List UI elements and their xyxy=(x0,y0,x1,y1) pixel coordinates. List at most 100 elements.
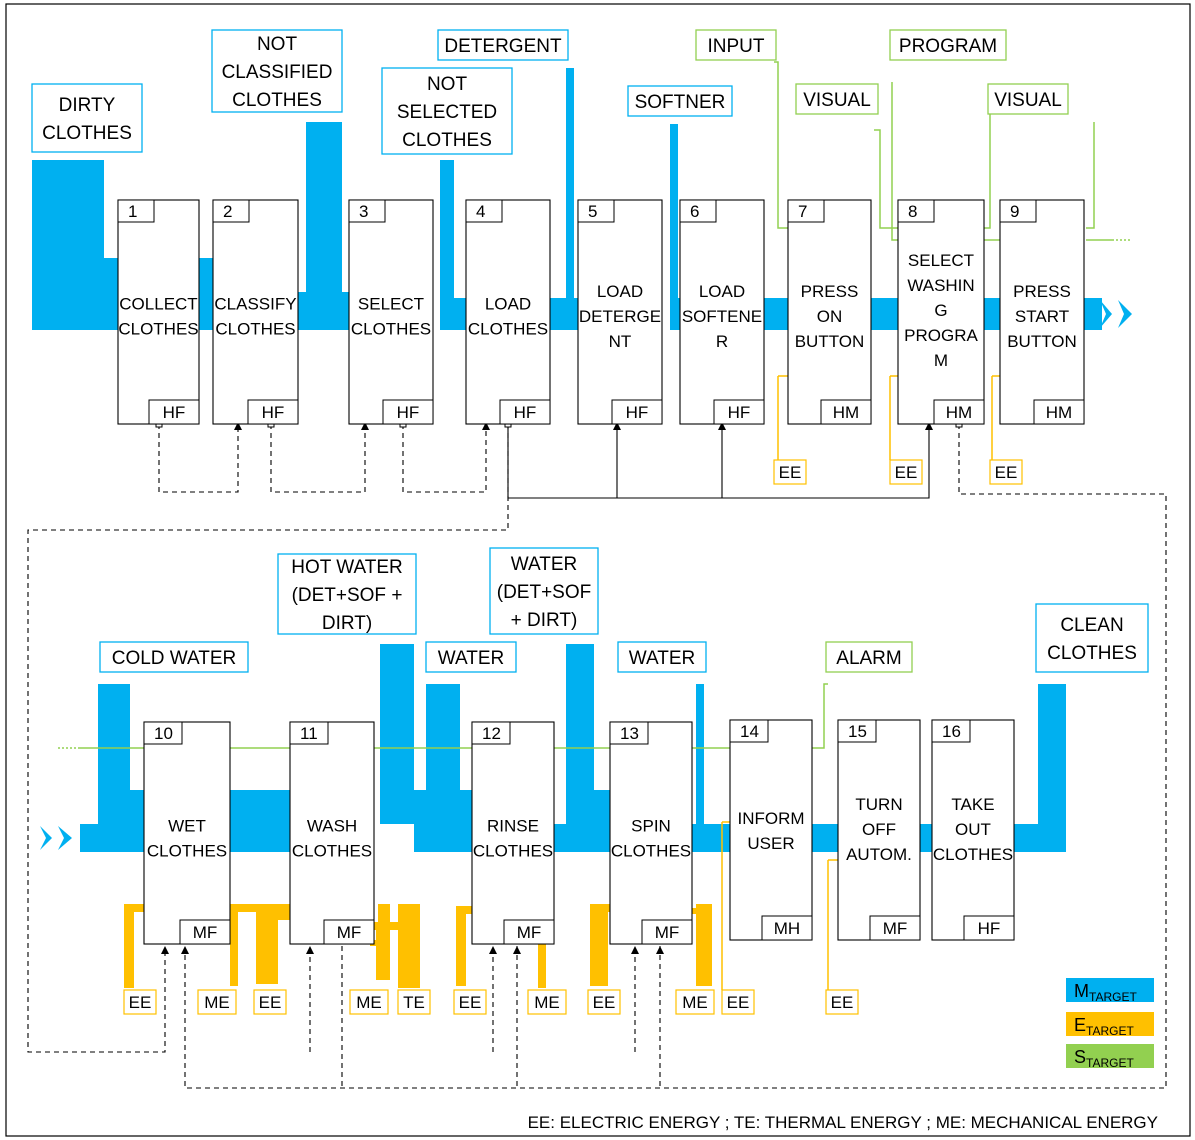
flow-label-text: CLOTHES xyxy=(402,130,492,151)
energy-flow-segment xyxy=(256,912,278,984)
function-number: 14 xyxy=(740,722,759,741)
energy-flows xyxy=(124,375,1002,990)
function-block-10: 10 MF WET CLOTHES xyxy=(143,721,231,945)
function-block-frame xyxy=(897,199,985,425)
function-code: HF xyxy=(514,403,537,422)
energy-flow-segment xyxy=(538,906,546,988)
sequence-arrowhead xyxy=(631,946,639,954)
energy-label-frame xyxy=(721,989,755,1015)
sequence-link xyxy=(27,424,509,1053)
energy-flow-segment xyxy=(692,908,700,914)
energy-label-ee-8: EE xyxy=(889,459,923,485)
function-code-box xyxy=(179,919,231,945)
flow-label-hot-water: HOT WATER (DET+SOF + DIRT) xyxy=(277,553,417,635)
legend-text: MTARGET xyxy=(1074,981,1137,1004)
sequence-link-solid xyxy=(507,424,618,499)
flow-label-text: WATER xyxy=(629,648,696,669)
function-code-box xyxy=(611,399,663,425)
flow-label-frame xyxy=(277,553,417,635)
legend-text: ETARGET xyxy=(1074,1015,1134,1038)
function-label-line: CLOTHES xyxy=(611,842,691,861)
legend-text: STARGET xyxy=(1074,1047,1134,1070)
sequence-arrowhead xyxy=(361,422,369,430)
energy-flow-segment xyxy=(230,904,238,986)
function-number: 8 xyxy=(908,202,917,221)
function-code-box xyxy=(148,399,200,425)
energy-flow-segment xyxy=(696,904,712,986)
function-code: HF xyxy=(626,403,649,422)
function-label-line: SELECT xyxy=(358,295,424,314)
legend-item-s: STARGET xyxy=(1066,1044,1154,1070)
function-label-line: WASHIN xyxy=(907,276,974,295)
function-label-line: COLLECT xyxy=(119,295,197,314)
function-number: 7 xyxy=(798,202,807,221)
function-block-4: 4 HF LOAD CLOTHES xyxy=(465,199,551,425)
function-code: HF xyxy=(728,403,751,422)
energy-label-frame xyxy=(587,989,621,1015)
function-label-line: PRESS xyxy=(801,282,859,301)
flow-label-not-selected-clothes: NOT SELECTED CLOTHES xyxy=(381,67,513,155)
sequence-arrowhead xyxy=(181,946,189,954)
material-flow-segment xyxy=(1084,298,1102,330)
function-number-box xyxy=(897,199,935,223)
function-block-frame xyxy=(679,199,765,425)
energy-label-text: EE xyxy=(259,993,282,1012)
signal-flow-line xyxy=(984,96,991,229)
function-number: 4 xyxy=(476,202,485,221)
energy-label-ee-12: EE xyxy=(453,989,487,1015)
sequence-links xyxy=(27,420,1167,1089)
function-number-box xyxy=(117,199,155,223)
flow-label-visual-2: VISUAL xyxy=(987,83,1069,115)
function-number: 1 xyxy=(128,202,137,221)
energy-label-frame xyxy=(527,989,567,1015)
sequence-link-solid xyxy=(722,424,930,499)
energy-label-frame xyxy=(825,989,859,1015)
function-code: HM xyxy=(1046,403,1072,422)
function-number: 12 xyxy=(482,724,501,743)
material-flow-segment xyxy=(306,122,342,292)
function-label-line: PRESS xyxy=(1013,282,1071,301)
function-number: 10 xyxy=(154,724,173,743)
energy-label-text: ME xyxy=(534,993,560,1012)
flow-label-softner: SOFTNER xyxy=(627,85,733,117)
material-flow-segment xyxy=(808,824,838,852)
function-block-14: 14 MH INFORM USER xyxy=(729,719,813,941)
energy-label-text: EE xyxy=(129,993,152,1012)
flow-label-text: VISUAL xyxy=(803,90,871,111)
material-flow-segment xyxy=(1038,684,1066,852)
function-code: MF xyxy=(883,919,908,938)
function-number-box xyxy=(212,199,250,223)
flow-label-text: PROGRAM xyxy=(899,36,997,57)
material-flow-segment xyxy=(594,790,610,824)
energy-label-frame xyxy=(253,989,287,1015)
legend-subscript: TARGET xyxy=(1086,1024,1134,1038)
function-label-line: BUTTON xyxy=(795,332,865,351)
flow-label-text: DETERGENT xyxy=(444,36,562,57)
function-block-frame xyxy=(931,719,1015,941)
material-flow-segment xyxy=(696,684,704,824)
legend-subscript: TARGET xyxy=(1089,990,1137,1004)
function-label-line: SPIN xyxy=(631,817,671,836)
function-code: MF xyxy=(655,923,680,942)
flow-label-program: PROGRAM xyxy=(889,29,1007,61)
function-number-box xyxy=(609,721,649,745)
flow-label-text: COLD WATER xyxy=(112,648,237,669)
function-label-line: WET xyxy=(168,817,206,836)
sequence-link xyxy=(184,424,1167,1089)
function-code-box xyxy=(820,399,872,425)
function-number-box xyxy=(465,199,503,223)
material-flow-segment xyxy=(670,298,680,330)
flow-label-frame xyxy=(889,29,1007,61)
flow-label-frame xyxy=(695,29,777,61)
material-flow-segment xyxy=(920,824,932,852)
function-label-line: AUTOM. xyxy=(846,845,912,864)
energy-label-text: ME xyxy=(204,993,230,1012)
function-code: HF xyxy=(163,403,186,422)
function-label-line: CLOTHES xyxy=(468,320,548,339)
function-code: MF xyxy=(337,923,362,942)
energy-label-me-13: ME xyxy=(675,989,715,1015)
energy-label-text: EE xyxy=(779,463,802,482)
function-number: 16 xyxy=(942,722,961,741)
sequence-link xyxy=(158,424,239,493)
